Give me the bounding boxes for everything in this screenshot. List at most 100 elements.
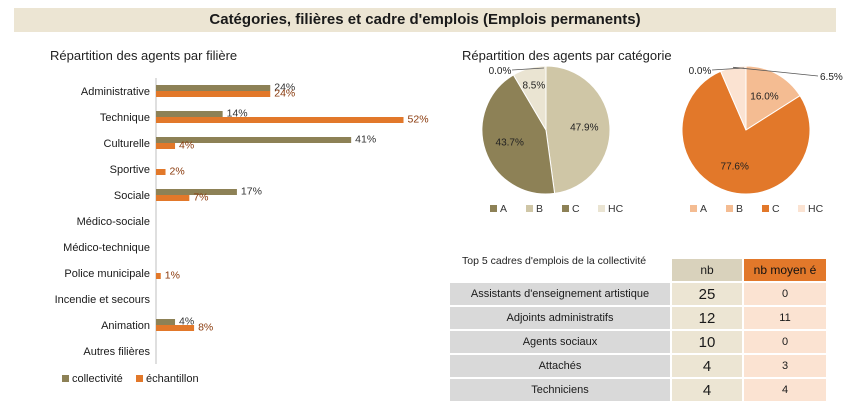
legend-swatch bbox=[798, 205, 805, 212]
legend-label: C bbox=[772, 203, 780, 215]
legend-label: échantillon bbox=[146, 373, 199, 385]
table-cell-name: Techniciens bbox=[450, 379, 670, 401]
table-cell-name: Assistants d'enseignement artistique bbox=[450, 283, 670, 305]
category-label: Incendie et secours bbox=[55, 294, 151, 306]
legend-label: C bbox=[572, 203, 580, 215]
table-cell-name: Adjoints administratifs bbox=[450, 307, 670, 329]
table-cell-moyen: 0 bbox=[744, 283, 826, 305]
table-cell-nb: 12 bbox=[672, 307, 742, 329]
page-title: Catégories, filières et cadre d'emplois … bbox=[14, 8, 836, 32]
data-label: 8% bbox=[198, 322, 213, 334]
table-cell-nb: 4 bbox=[672, 379, 742, 401]
bar-echantillon bbox=[156, 195, 190, 201]
legend-swatch bbox=[136, 375, 143, 382]
bar-collectivite bbox=[156, 189, 237, 195]
category-label: Police municipale bbox=[64, 268, 150, 280]
table-header-nb: nb bbox=[672, 259, 742, 281]
category-label: Administrative bbox=[81, 86, 150, 98]
category-label: Animation bbox=[101, 320, 150, 332]
data-label: 14% bbox=[227, 108, 248, 120]
bar-echantillon bbox=[156, 143, 176, 149]
category-label: Technique bbox=[100, 112, 150, 124]
bar-echantillon bbox=[156, 169, 166, 175]
pie-data-label: 0.0% bbox=[689, 66, 712, 77]
legend-swatch bbox=[598, 205, 605, 212]
pie-slice-c bbox=[481, 74, 556, 195]
bar-collectivite bbox=[156, 111, 223, 117]
table-row: Agents sociaux 10 0 bbox=[450, 331, 826, 353]
pie-data-label: 6.5% bbox=[820, 72, 843, 83]
bar-echantillon bbox=[156, 273, 161, 279]
top5-table: nb nb moyen é Assistants d'enseignement … bbox=[448, 257, 828, 403]
legend-swatch bbox=[490, 205, 497, 212]
pie-chart-echantillon: 0.0% 16.0% 77.6% 6.5% A B C HC bbox=[681, 65, 843, 215]
pie-data-label: 47.9% bbox=[570, 122, 598, 133]
bar-echantillon bbox=[156, 325, 195, 331]
table-row: Attachés 4 3 bbox=[450, 355, 826, 377]
bar-collectivite bbox=[156, 319, 176, 325]
table-row: Assistants d'enseignement artistique 25 … bbox=[450, 283, 826, 305]
legend-label: HC bbox=[808, 203, 824, 215]
pie-data-label: 77.6% bbox=[721, 162, 749, 173]
pie-leader-line bbox=[511, 67, 545, 71]
pie-data-label: 0.0% bbox=[489, 66, 512, 77]
pie-data-label: 8.5% bbox=[522, 81, 545, 92]
legend-swatch bbox=[762, 205, 769, 212]
category-label: Sociale bbox=[114, 190, 150, 202]
category-label: Médico-sociale bbox=[77, 216, 150, 228]
category-label: Sportive bbox=[110, 164, 150, 176]
legend-swatch bbox=[562, 205, 569, 212]
table-header-nb-moyen: nb moyen é bbox=[744, 259, 826, 281]
data-label: 4% bbox=[179, 316, 194, 328]
data-label: 7% bbox=[193, 192, 208, 204]
data-label: 24% bbox=[274, 88, 295, 100]
pie-slice-c bbox=[681, 70, 811, 195]
table-row: Techniciens 4 4 bbox=[450, 379, 826, 401]
table-cell-moyen: 3 bbox=[744, 355, 826, 377]
legend-label: B bbox=[536, 203, 543, 215]
bar-echantillon bbox=[156, 117, 404, 123]
bar-collectivite bbox=[156, 137, 352, 143]
legend-swatch bbox=[690, 205, 697, 212]
legend-label: B bbox=[736, 203, 743, 215]
table-cell-moyen: 4 bbox=[744, 379, 826, 401]
pie-data-label: 43.7% bbox=[496, 138, 524, 149]
bar-chart-title: Répartition des agents par filière bbox=[50, 48, 238, 63]
pie-slice-b bbox=[545, 65, 611, 194]
legend-swatch bbox=[726, 205, 733, 212]
data-label: 2% bbox=[170, 166, 185, 178]
top5-table-title: Top 5 cadres d'emplois de la collectivit… bbox=[462, 255, 647, 267]
category-label: Autres filières bbox=[83, 346, 150, 358]
data-label: 17% bbox=[241, 186, 262, 198]
table-cell-nb: 4 bbox=[672, 355, 742, 377]
pie-slice-b bbox=[745, 65, 801, 131]
category-label: Culturelle bbox=[104, 138, 150, 150]
pie-leader-line bbox=[711, 67, 745, 71]
data-label: 52% bbox=[408, 114, 429, 126]
table-header-empty bbox=[450, 259, 670, 281]
table-cell-name: Attachés bbox=[450, 355, 670, 377]
legend-label: A bbox=[700, 203, 707, 215]
data-label: 41% bbox=[355, 134, 376, 146]
legend-label: collectivité bbox=[72, 373, 123, 385]
table-cell-nb: 25 bbox=[672, 283, 742, 305]
legend-swatch bbox=[526, 205, 533, 212]
pie-slice-hc bbox=[719, 65, 747, 131]
table-cell-moyen: 11 bbox=[744, 307, 826, 329]
pie-slice-hc bbox=[512, 65, 547, 132]
pie-leader-line bbox=[732, 66, 819, 77]
table-row: Adjoints administratifs 12 11 bbox=[450, 307, 826, 329]
category-label: Médico-technique bbox=[63, 242, 150, 254]
bar-chart: Administrative 24%24% Technique 14% 52% Cultu… bbox=[55, 78, 429, 385]
legend-label: A bbox=[500, 203, 507, 215]
table-cell-nb: 10 bbox=[672, 331, 742, 353]
legend-label: HC bbox=[608, 203, 624, 215]
table-cell-moyen: 0 bbox=[744, 331, 826, 353]
pie-chart-collectivite: 0.0% 47.9% 43.7% 8.5% A B C HC bbox=[481, 65, 624, 215]
data-label: 24% bbox=[274, 82, 295, 94]
pie-data-label: 16.0% bbox=[750, 91, 778, 102]
pie-chart-title: Répartition des agents par catégorie bbox=[462, 48, 672, 63]
table-cell-name: Agents sociaux bbox=[450, 331, 670, 353]
bar-echantillon bbox=[156, 91, 271, 97]
legend-swatch bbox=[62, 375, 69, 382]
